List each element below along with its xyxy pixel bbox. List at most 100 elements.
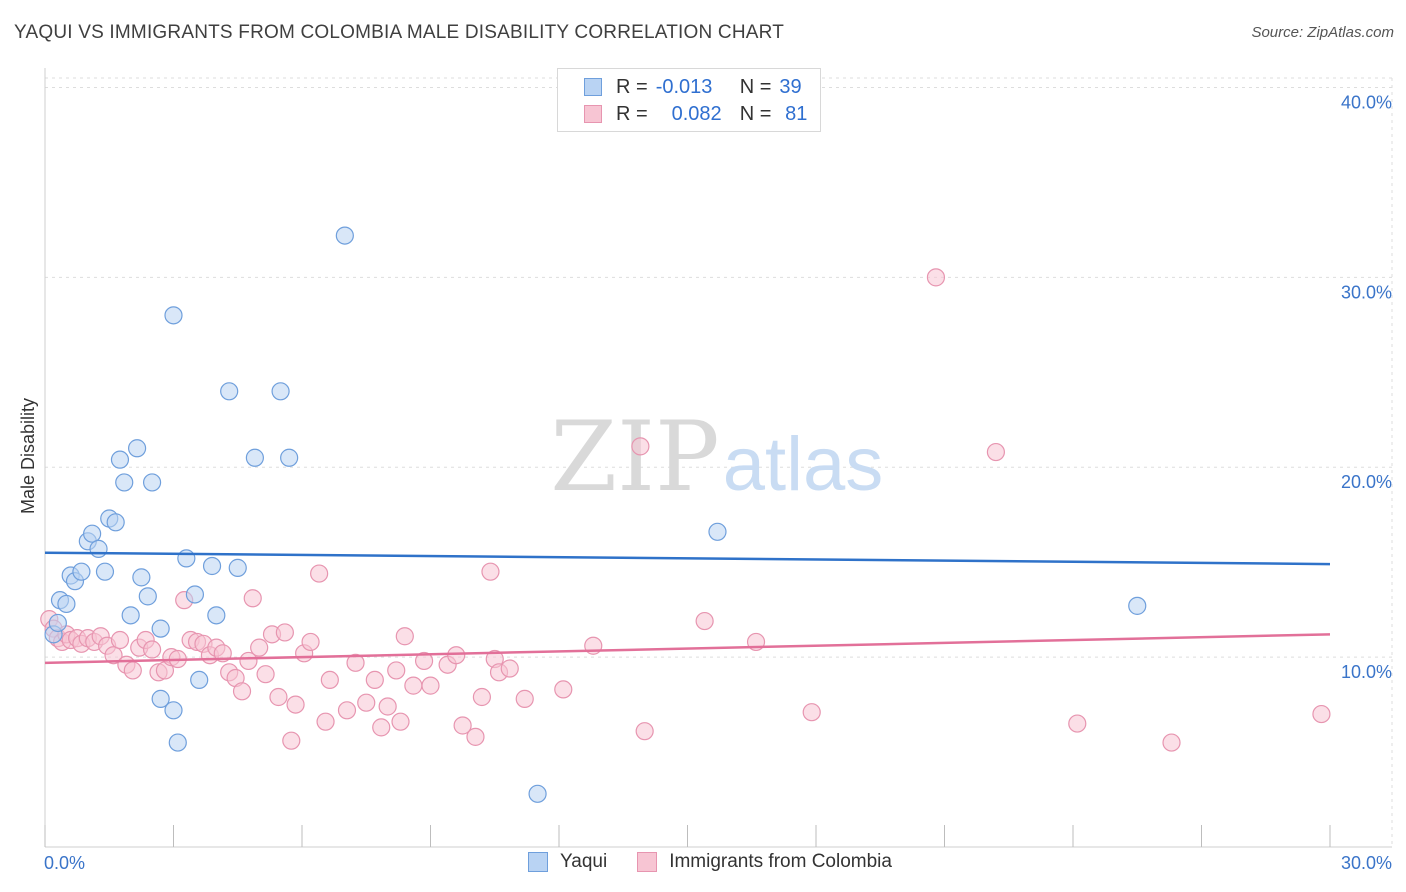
trend-lines	[44, 551, 1331, 665]
colombia-point	[695, 611, 714, 631]
colombia-point	[243, 589, 262, 608]
x-tick-label: 0.0%	[44, 853, 85, 873]
yaqui-point	[127, 439, 147, 458]
n-value: 81	[785, 102, 808, 125]
yaqui-point	[72, 562, 91, 581]
yaqui-point	[110, 450, 130, 469]
colombia-point	[346, 653, 365, 672]
colombia-point	[421, 676, 440, 695]
colombia-point	[256, 665, 275, 684]
yaqui-swatch	[528, 852, 548, 872]
colombia-point	[1068, 714, 1087, 733]
yaqui-point	[280, 448, 299, 467]
y-tick-label: 30.0%	[1341, 282, 1392, 302]
yaqui-point	[220, 382, 239, 401]
colombia-point	[515, 689, 534, 708]
colombia-point	[802, 703, 821, 722]
colombia-point	[282, 731, 301, 750]
yaqui-point	[95, 562, 115, 581]
yaqui-point	[132, 568, 151, 587]
yaqui-point	[138, 587, 157, 606]
yaqui-point	[115, 473, 134, 492]
colombia-swatch	[637, 852, 658, 872]
colombia-point	[104, 646, 123, 665]
yaqui-point	[106, 513, 125, 532]
tick-labels: 10.0% 20.0% 30.0% 40.0% 0.0% 30.0%	[44, 92, 1392, 873]
colombia-point	[500, 659, 519, 678]
colombia-swatch	[584, 105, 602, 123]
series-legend: Yaqui Immigrants from Colombia	[528, 851, 922, 873]
colombia-point	[110, 630, 130, 650]
yaqui-point	[1128, 596, 1147, 615]
colombia-point	[320, 670, 339, 690]
colombia-point	[1162, 733, 1181, 752]
yaqui-trend-line	[44, 551, 1331, 566]
yaqui-point	[335, 226, 354, 245]
legend-label: Immigrants from Colombia	[669, 851, 892, 872]
yaqui-point	[83, 524, 102, 543]
colombia-point	[123, 661, 142, 680]
yaqui-point	[89, 539, 108, 558]
y-tick-label: 40.0%	[1341, 92, 1392, 112]
colombia-point	[554, 680, 573, 699]
legend-label: Yaqui	[560, 851, 608, 872]
colombia-point	[472, 687, 491, 707]
r-value: 0.082	[671, 102, 722, 125]
yaqui-point	[207, 606, 226, 625]
colombia-point	[481, 562, 500, 581]
colombia-point	[372, 718, 391, 737]
n-value: 39	[779, 75, 802, 98]
n-label: N =	[739, 75, 772, 98]
colombia-point	[926, 268, 946, 287]
yaqui-point	[185, 585, 205, 604]
grid-lines	[45, 77, 1393, 847]
yaqui-point	[164, 701, 183, 720]
r-label: R =	[616, 75, 648, 98]
correlation-legend: R = -0.013 N = 39 R = 0.082 N = 81	[557, 68, 821, 132]
colombia-point	[404, 676, 423, 695]
chart-title: YAQUI VS IMMIGRANTS FROM COLOMBIA MALE D…	[14, 22, 785, 43]
colombia-point	[635, 722, 654, 741]
source-credit: Source: ZipAtlas.com	[1251, 24, 1394, 41]
axes	[44, 68, 1392, 848]
legend-row-colombia: R = 0.082 N = 81	[584, 102, 807, 126]
colombia-point	[391, 712, 410, 731]
r-value: -0.013	[655, 75, 713, 98]
yaqui-point	[151, 619, 170, 638]
colombia-trend-line	[44, 633, 1331, 665]
yaqui-point	[177, 549, 196, 568]
yaqui-point	[271, 382, 290, 401]
series-immigrants-from-colombia	[40, 268, 1331, 752]
legend-item-yaqui: Yaqui	[528, 851, 607, 873]
yaqui-point	[48, 613, 67, 633]
watermark: ZIP atlas	[550, 401, 883, 513]
colombia-point	[275, 623, 294, 642]
colombia-point	[269, 687, 288, 707]
colombia-point	[395, 627, 414, 646]
r-label: R =	[616, 102, 648, 125]
yaqui-point	[57, 594, 76, 614]
colombia-point	[142, 640, 162, 659]
y-axis-label: Male Disability	[18, 398, 38, 514]
colombia-point	[310, 564, 329, 583]
colombia-point	[414, 651, 434, 671]
colombia-point	[232, 682, 252, 701]
legend-row-yaqui: R = -0.013 N = 39	[584, 75, 802, 99]
yaqui-point	[168, 733, 187, 752]
colombia-point	[357, 693, 376, 712]
y-tick-label: 20.0%	[1341, 472, 1392, 492]
yaqui-point	[245, 448, 264, 467]
y-tick-label: 10.0%	[1341, 662, 1392, 682]
colombia-point	[447, 646, 466, 665]
colombia-point	[986, 442, 1006, 462]
colombia-point	[250, 638, 269, 657]
colombia-point	[365, 670, 384, 690]
colombia-point	[387, 661, 406, 680]
yaqui-point	[121, 606, 140, 625]
yaqui-point	[142, 473, 162, 492]
yaqui-point	[164, 306, 183, 325]
watermark-zip: ZIP	[550, 401, 719, 513]
x-tick-label: 30.0%	[1341, 853, 1392, 873]
yaqui-point	[202, 556, 222, 576]
